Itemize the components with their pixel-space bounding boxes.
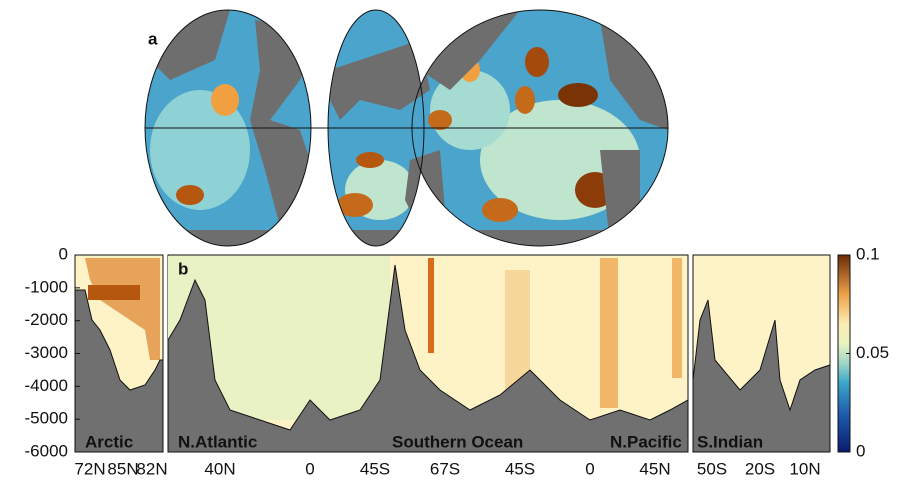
world-map: [144, 9, 669, 247]
region-label: N.Pacific: [610, 432, 682, 451]
x-tick-label: 82N: [136, 459, 167, 478]
colorbar-tick-label: 0: [856, 441, 865, 460]
x-tick-label: 0: [305, 459, 314, 478]
region-label: N.Atlantic: [178, 432, 257, 451]
region-label: Arctic: [85, 432, 133, 451]
region-label: S.Indian: [697, 432, 763, 451]
x-tick-label: 85N: [107, 459, 138, 478]
y-tick-label: -1000: [25, 277, 68, 296]
x-tick-label: 45S: [505, 459, 535, 478]
panel-label: a: [148, 29, 158, 48]
x-tick-label: 10N: [789, 459, 820, 478]
region-label: Southern Ocean: [392, 432, 523, 451]
x-tick-label: 20S: [745, 459, 775, 478]
y-tick-label: -6000: [25, 441, 68, 460]
x-tick-label: 67S: [430, 459, 460, 478]
colorbar-tick-label: 0.1: [856, 244, 880, 263]
x-tick-label: 0: [585, 459, 594, 478]
x-tick-label: 40N: [204, 459, 235, 478]
y-tick-label: -3000: [25, 343, 68, 362]
x-tick-label: 45S: [360, 459, 390, 478]
colorbar-tick-label: 0.05: [856, 343, 889, 362]
y-tick-label: -4000: [25, 376, 68, 395]
x-tick-label: 72N: [74, 459, 105, 478]
y-tick-label: -5000: [25, 409, 68, 428]
y-tick-label: 0: [59, 244, 68, 263]
y-tick-label: -2000: [25, 310, 68, 329]
x-tick-label: 45N: [639, 459, 670, 478]
x-tick-label: 50S: [697, 459, 727, 478]
panel-label: b: [178, 259, 188, 278]
section-panels: [74, 254, 831, 453]
